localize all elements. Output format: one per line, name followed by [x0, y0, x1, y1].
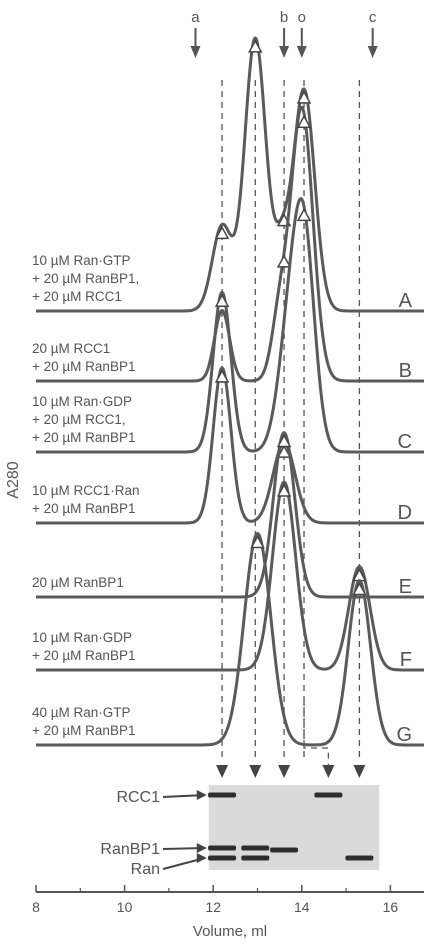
- peak-marker-C-1: [296, 207, 312, 222]
- gel-band-lane1-Ran: [241, 855, 270, 861]
- gel-panel: RCC1 RanBP1 Ran: [100, 765, 380, 878]
- peak-marker-A-0: [214, 225, 230, 240]
- peak-marker-B-1: [296, 114, 312, 128]
- elution-traces: A 10 µM Ran·GTP + 20 µM RanBP1, + 20 µM RCC…: [32, 36, 425, 747]
- trace-label-F: F: [400, 649, 412, 671]
- lane-arrowhead-4: [353, 765, 366, 778]
- peak-marker-G-1: [352, 581, 367, 596]
- x-tick-label-10: 10: [117, 899, 133, 915]
- trace-label-E: E: [399, 576, 412, 598]
- gel-label-arrowhead-RCC1: [196, 790, 207, 800]
- trace-label-D: D: [398, 502, 412, 524]
- y-axis-label: A280: [5, 461, 22, 498]
- trace-A: [35, 36, 425, 313]
- gel-band-lane0-Ran: [208, 855, 237, 861]
- trace-legend-D-0: 10 µM RCC1·Ran: [32, 483, 140, 498]
- trace-label-C: C: [398, 431, 412, 453]
- x-tick-label-16: 16: [383, 899, 399, 915]
- gel-label-RanBP1: RanBP1: [100, 841, 160, 858]
- x-axis-label: Volume, ml: [193, 923, 267, 940]
- trace-legend-A-2: + 20 µM RCC1: [32, 289, 122, 304]
- trace-D: [35, 366, 425, 525]
- trace-G: [35, 532, 425, 747]
- trace-E: [35, 431, 425, 599]
- trace-legend-C-0: 10 µM Ran·GDP: [32, 394, 132, 409]
- x-tick-label-8: 8: [32, 899, 40, 915]
- trace-legend-A-0: 10 µM Ran·GTP: [32, 253, 131, 268]
- trace-legend-C-2: + 20 µM RanBP1: [32, 430, 135, 445]
- peak-marker-D-1: [276, 444, 292, 458]
- marker-arrowhead-c: [367, 46, 378, 58]
- trace-legend-B-0: 20 µM RCC1: [32, 341, 110, 356]
- trace-legend-C-1: + 20 µM RCC1,: [32, 412, 126, 427]
- trace-label-A: A: [399, 290, 413, 312]
- gel-label-Ran: Ran: [131, 861, 160, 878]
- trace-legend-F-1: + 20 µM RanBP1: [32, 648, 135, 663]
- gel-label-arrowhead-Ran: [196, 853, 207, 863]
- peak-marker-C-0: [214, 293, 230, 307]
- peak-marker-E-0: [276, 433, 292, 448]
- trace-label-B: B: [399, 360, 412, 382]
- marker-arrowhead-o: [296, 46, 307, 58]
- lane-arrowhead-1: [249, 765, 262, 778]
- trace-legend-F-0: 10 µM Ran·GDP: [32, 630, 132, 645]
- lane-arrowhead-3: [322, 765, 335, 778]
- lane-arrowhead-0: [216, 765, 229, 778]
- marker-arrowhead-a: [190, 46, 201, 58]
- peak-marker-F-0: [276, 483, 292, 497]
- x-tick-label-14: 14: [294, 899, 310, 915]
- trace-F: [35, 480, 425, 672]
- trace-legend-G-1: + 20 µM RanBP1: [32, 723, 135, 738]
- trace-legend-G-0: 40 µM Ran·GTP: [32, 705, 131, 720]
- peak-marker-A-1: [248, 39, 263, 53]
- peak-dashed-lines: [221, 80, 361, 765]
- gel-label-RCC1: RCC1: [116, 789, 160, 806]
- lane-arrowhead-2: [278, 765, 291, 778]
- marker-arrowhead-b: [279, 46, 290, 58]
- marker-label-a: a: [191, 9, 200, 26]
- trace-C: [35, 197, 425, 454]
- trace-legend-D-1: + 20 µM RanBP1: [32, 501, 135, 516]
- marker-label-b: b: [280, 9, 288, 26]
- gel-band-lane4-Ran: [345, 855, 374, 861]
- marker-label-o: o: [298, 9, 306, 26]
- peak-marker-B-0: [276, 254, 292, 268]
- dashed-connector: [303, 700, 330, 765]
- gel-band-lane2-RanBP1: [270, 847, 299, 853]
- trace-legend-E-0: 20 µM RanBP1: [32, 575, 124, 590]
- trace-label-G: G: [396, 724, 412, 746]
- peak-marker-A-3: [296, 90, 312, 104]
- x-tick-label-12: 12: [205, 899, 221, 915]
- gel-band-lane3-RCC1: [314, 792, 343, 798]
- gel-label-arrowhead-RanBP1: [196, 843, 207, 853]
- marker-label-c: c: [369, 9, 377, 26]
- gel-band-lane1-RanBP1: [241, 845, 270, 851]
- peak-marker-D-0: [214, 369, 230, 383]
- gel-band-lane0-RanBP1: [208, 845, 237, 851]
- gel-band-lane0-RCC1: [208, 792, 237, 798]
- x-axis: A280 8 10 12 14 16 Volume, ml: [5, 461, 424, 940]
- trace-legend-B-1: + 20 µM RanBP1: [32, 359, 135, 374]
- trace-legend-A-1: + 20 µM RanBP1,: [32, 271, 139, 286]
- peak-marker-G-0: [250, 534, 265, 549]
